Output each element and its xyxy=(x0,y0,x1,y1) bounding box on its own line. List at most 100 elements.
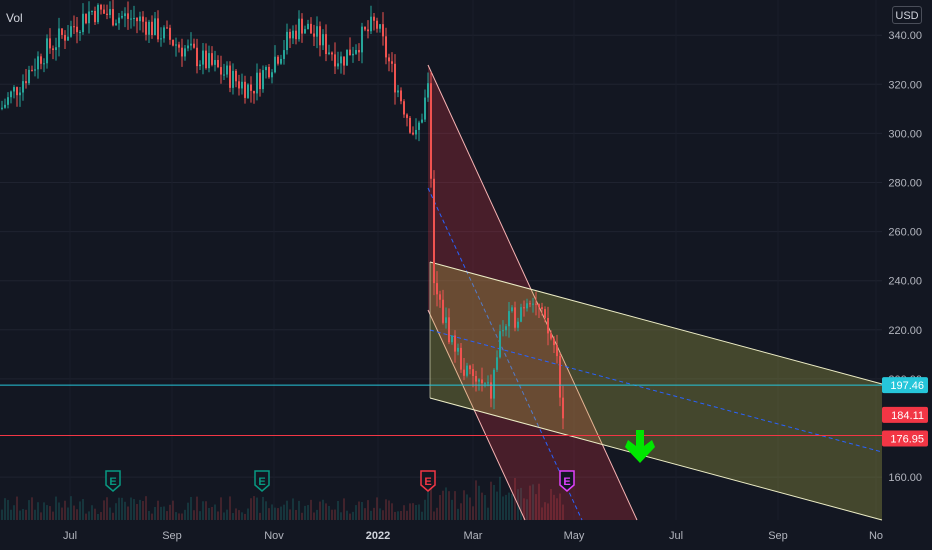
candle-body xyxy=(418,122,420,130)
earnings-marker[interactable]: E xyxy=(559,470,575,492)
earnings-marker[interactable]: E xyxy=(105,470,121,492)
candle-body xyxy=(205,50,207,69)
candle-body xyxy=(163,27,165,39)
volume-bar xyxy=(121,497,123,520)
candle-body xyxy=(46,38,48,64)
candle-body xyxy=(376,20,378,29)
earnings-marker[interactable]: E xyxy=(420,470,436,492)
price-tick-label: 320.00 xyxy=(888,79,922,91)
shallow-channel-lower-line[interactable] xyxy=(429,397,883,521)
candle-body xyxy=(316,26,318,37)
candle-body xyxy=(103,9,105,14)
time-tick-label: May xyxy=(564,530,585,542)
volume-bar xyxy=(301,512,303,520)
volume-bar xyxy=(439,495,441,520)
candle-body xyxy=(217,59,219,68)
candle-body xyxy=(16,87,18,96)
candle-body xyxy=(202,50,204,65)
grid-lines xyxy=(0,34,882,478)
candle-body xyxy=(490,382,492,399)
candle-body xyxy=(226,65,228,75)
candle-body xyxy=(499,331,501,358)
volume-bar xyxy=(463,490,465,520)
volume-bar xyxy=(535,494,537,520)
volume-bar xyxy=(127,506,129,520)
candle-body xyxy=(511,307,513,312)
volume-bar xyxy=(226,509,228,520)
volume-bar xyxy=(313,512,315,520)
candle-body xyxy=(379,24,381,29)
volume-bar xyxy=(193,510,195,520)
volume-bar xyxy=(496,491,498,520)
volume-bar xyxy=(115,503,117,520)
volume-bar xyxy=(145,496,147,520)
volume-bar xyxy=(562,504,564,520)
candle-body xyxy=(406,114,408,118)
volume-bar xyxy=(22,508,24,520)
volume-bar xyxy=(481,492,483,520)
candle-body xyxy=(94,10,96,23)
volume-bar xyxy=(448,491,450,520)
shallow-channel-mid-line[interactable] xyxy=(429,329,883,453)
svg-text:176.95: 176.95 xyxy=(890,433,924,445)
candle-body xyxy=(49,38,51,49)
candle-body xyxy=(541,307,543,310)
steep-channel-lower-line[interactable] xyxy=(427,309,526,521)
volume-bar xyxy=(7,499,9,520)
volume-bar xyxy=(220,497,222,520)
volume-bar xyxy=(187,502,189,520)
volume-bar xyxy=(211,506,213,520)
volume-bar xyxy=(148,510,150,520)
volume-bar xyxy=(271,504,273,520)
volume-bar xyxy=(289,509,291,520)
time-tick-label: 2022 xyxy=(366,530,390,542)
volume-bar xyxy=(403,505,405,520)
volume-bar xyxy=(541,507,543,520)
candle-body xyxy=(508,311,510,327)
volume-bar xyxy=(499,476,501,520)
candle-body xyxy=(280,58,282,64)
candle-body xyxy=(529,303,531,305)
steep-channel-mid-line[interactable] xyxy=(427,187,583,521)
earnings-marker[interactable]: E xyxy=(254,470,270,492)
currency-button[interactable]: USD xyxy=(892,6,922,24)
volume-bar xyxy=(46,505,48,520)
candle-body xyxy=(199,64,201,67)
candle-body xyxy=(532,303,534,305)
volume-bar xyxy=(460,503,462,520)
volume-indicator-label[interactable]: Vol xyxy=(6,11,23,25)
candle-body xyxy=(373,16,375,21)
candle-body xyxy=(28,69,30,84)
candle-body xyxy=(61,28,63,35)
candle-body xyxy=(517,321,519,328)
price-tag-horizontal-line: 197.46 xyxy=(882,377,928,394)
candle-body xyxy=(286,31,288,51)
candle-body xyxy=(427,83,429,98)
volume-bar xyxy=(253,496,255,520)
candle-body xyxy=(271,72,273,78)
candle-body xyxy=(22,81,24,93)
candle-body xyxy=(127,13,129,19)
candle-body xyxy=(505,326,507,331)
candle-body xyxy=(289,31,291,39)
shallow-channel-upper-line[interactable] xyxy=(429,261,883,385)
candle-body xyxy=(190,43,192,46)
candle-body xyxy=(100,4,102,10)
candle-body xyxy=(133,17,135,19)
volume-bar xyxy=(139,499,141,520)
candle-body xyxy=(487,382,489,384)
candle-body xyxy=(340,56,342,64)
candlesticks xyxy=(1,0,564,430)
candle-body xyxy=(259,72,261,90)
volume-bar xyxy=(508,492,510,520)
candle-body xyxy=(70,26,72,37)
volume-bar xyxy=(406,510,408,520)
volume-bar xyxy=(199,511,201,520)
candle-body xyxy=(562,397,564,419)
candle-body xyxy=(445,317,447,323)
price-tick-label: 240.00 xyxy=(888,276,922,288)
volume-bar xyxy=(166,511,168,520)
down-arrow-icon[interactable] xyxy=(625,430,655,463)
candle-body xyxy=(88,11,90,24)
